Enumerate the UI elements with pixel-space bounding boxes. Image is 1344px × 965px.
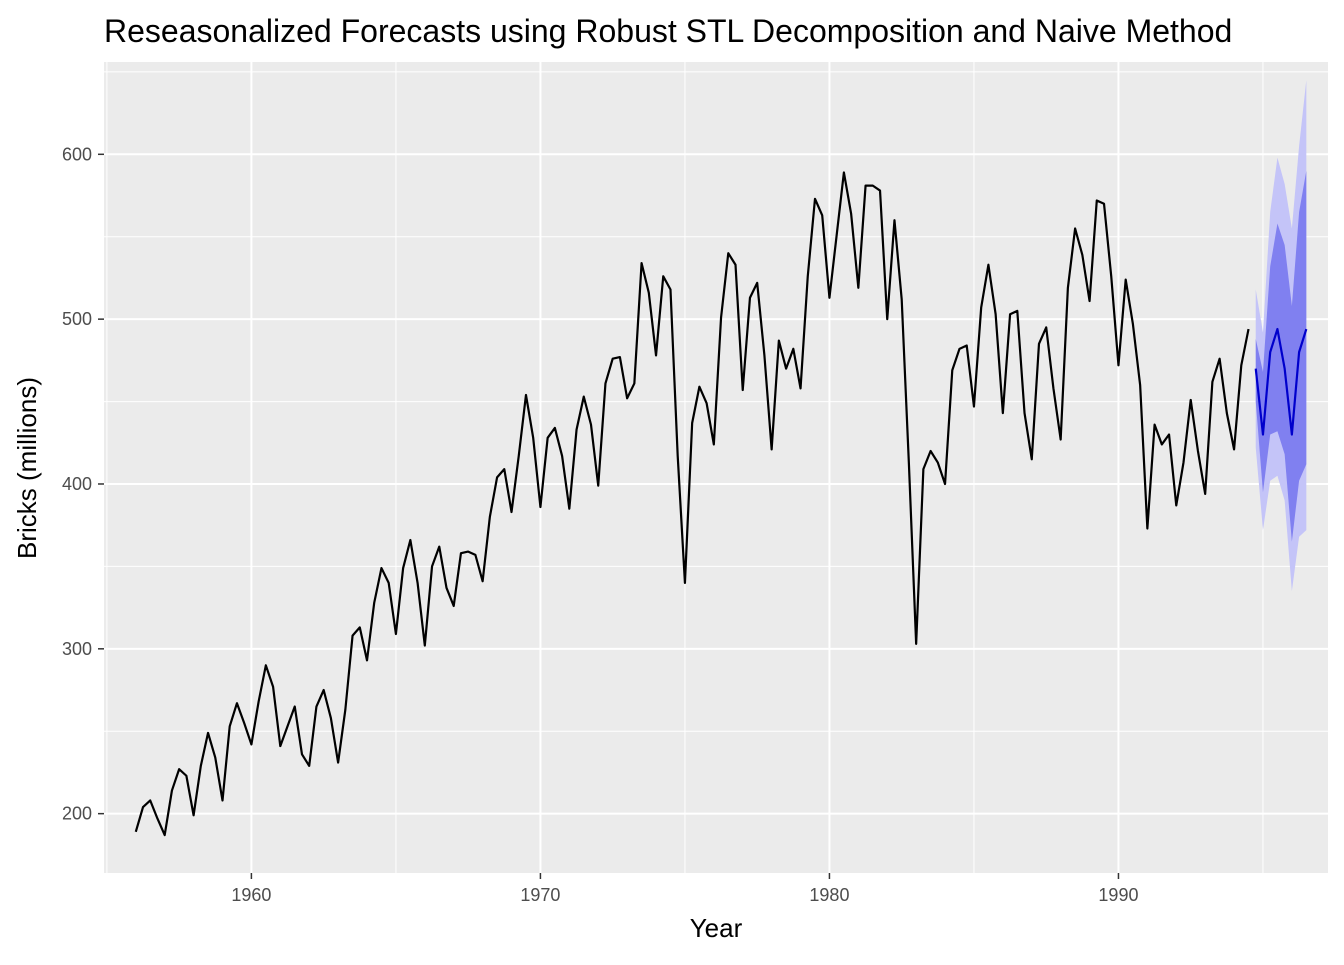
x-axis: 1960 1970 1980 1990 [231, 873, 1138, 905]
history-line [134, 171, 1250, 837]
x-tick-label: 1960 [231, 885, 271, 905]
forecast-mean-line [1254, 327, 1308, 436]
y-tick-label: 200 [62, 804, 92, 824]
plot-panel [104, 62, 1328, 873]
x-tick-label: 1970 [520, 885, 560, 905]
y-tick-label: 600 [62, 144, 92, 164]
y-axis-title: Bricks (millions) [12, 377, 42, 559]
y-tick-label: 400 [62, 474, 92, 494]
chart-title: Reseasonalized Forecasts using Robust ST… [104, 13, 1232, 49]
interval-80-band [1255, 170, 1307, 542]
x-axis-title: Year [690, 913, 743, 943]
grid-minor [104, 62, 1328, 873]
y-tick-label: 300 [62, 639, 92, 659]
y-tick-label: 500 [62, 309, 92, 329]
x-tick-label: 1980 [809, 885, 849, 905]
y-axis: 200 300 400 500 600 [62, 144, 104, 824]
series [134, 171, 1308, 837]
x-tick-label: 1990 [1098, 885, 1138, 905]
forecast-intervals [1255, 80, 1307, 592]
